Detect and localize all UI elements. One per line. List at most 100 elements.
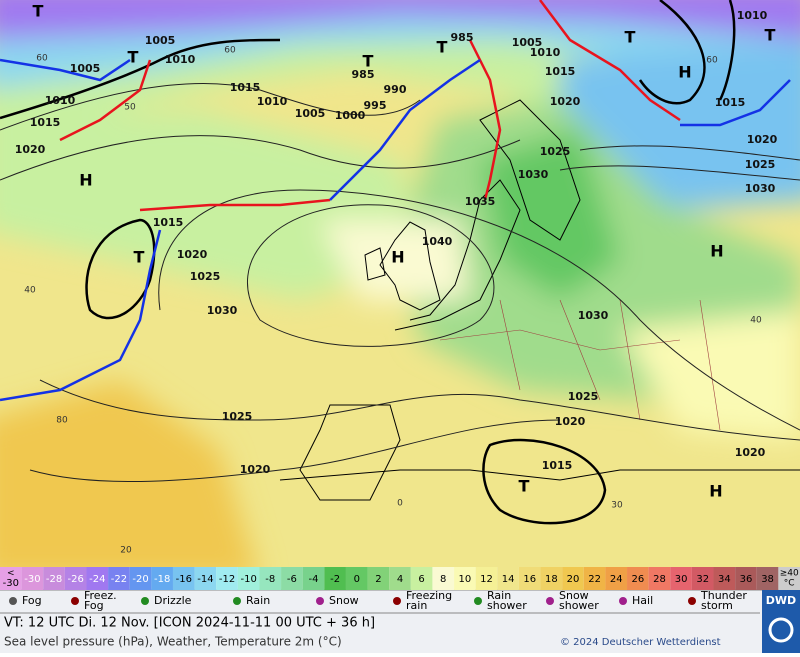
pressure-center: H — [79, 171, 92, 190]
scale-cell — [281, 567, 303, 590]
pressure-label: 1020 — [747, 133, 778, 146]
scale-label: -10 — [240, 574, 256, 585]
graticule-label: 40 — [750, 316, 762, 326]
legend-icon — [474, 597, 482, 605]
scale-cell — [756, 567, 779, 590]
description: Sea level pressure (hPa), Weather, Tempe… — [4, 635, 342, 649]
scale-label: -26 — [68, 574, 84, 585]
pressure-center: T — [519, 477, 530, 496]
scale-label: 18 — [545, 574, 558, 585]
pressure-label: 985 — [451, 31, 474, 44]
pressure-label: 1025 — [190, 270, 221, 283]
scale-label: 24 — [610, 574, 623, 585]
pressure-center: T — [363, 52, 374, 71]
pressure-center: T — [765, 26, 776, 45]
legend-label: Freez. Fog — [84, 589, 117, 612]
scale-cell — [21, 567, 44, 590]
pressure-label: 985 — [352, 68, 375, 81]
graticule-label: 60 — [706, 56, 718, 66]
graticule-label: 30 — [611, 501, 623, 511]
pressure-label: 1005 — [512, 36, 543, 49]
pressure-label: 1020 — [15, 143, 46, 156]
pressure-label: 1015 — [715, 96, 746, 109]
scale-label: 28 — [653, 574, 666, 585]
scale-cell — [735, 567, 757, 590]
scale-cell — [562, 567, 584, 590]
scale-cell — [454, 567, 476, 590]
scale-cell — [605, 567, 628, 590]
scale-cell — [108, 567, 130, 590]
scale-label: < — [7, 569, 15, 579]
logo: DWD — [766, 594, 796, 607]
scale-label: 6 — [418, 574, 424, 585]
scale-cell — [194, 567, 217, 590]
graticule-label: 40 — [24, 286, 36, 296]
scale-label: 14 — [502, 574, 515, 585]
scale-label: 22 — [588, 574, 601, 585]
pressure-center: H — [710, 242, 723, 261]
pressure-label: 990 — [384, 83, 407, 96]
pressure-label: 1005 — [70, 62, 101, 75]
graticule-label: 0 — [397, 499, 403, 509]
scale-label: -16 — [176, 574, 192, 585]
pressure-label: 1020 — [555, 415, 586, 428]
legend-label: Freezing rain — [406, 589, 452, 612]
pressure-label: 1010 — [737, 9, 768, 22]
scale-cell — [172, 567, 195, 590]
pressure-label: 1015 — [153, 216, 184, 229]
legend-icon — [71, 597, 79, 605]
pressure-center: T — [625, 28, 636, 47]
pressure-label: 1020 — [177, 248, 208, 261]
pressure-label: 1015 — [230, 81, 261, 94]
scale-label: 16 — [523, 574, 536, 585]
scale-label: 32 — [696, 574, 709, 585]
pressure-label: 1030 — [578, 309, 609, 322]
scale-label: -22 — [111, 574, 127, 585]
pressure-center: T — [437, 38, 448, 57]
scale-cell — [540, 567, 563, 590]
pressure-label: 1030 — [207, 304, 238, 317]
scale-cell — [778, 567, 800, 590]
pressure-label: 1000 — [335, 109, 366, 122]
legend-icon — [546, 597, 554, 605]
scale-cell — [475, 567, 498, 590]
scale-cell — [0, 567, 22, 590]
pressure-center: T — [33, 2, 44, 21]
scale-cell — [345, 567, 368, 590]
scale-label: 38 — [761, 574, 774, 585]
scale-cell — [627, 567, 649, 590]
scale-label: ≥40 — [780, 569, 799, 579]
pressure-center: H — [391, 248, 404, 267]
pressure-label: 1010 — [45, 94, 76, 107]
scale-label: 8 — [440, 574, 446, 585]
legend-label: Snow shower — [559, 589, 599, 612]
logo-swirl — [768, 617, 794, 643]
scale-label: 26 — [631, 574, 644, 585]
legend-icon — [393, 597, 401, 605]
pressure-label: 1020 — [550, 95, 581, 108]
valid-time: VT: 12 UTC Di. 12 Nov. [ICON 2024-11-11 … — [4, 616, 375, 631]
scale-label: -30 — [3, 578, 19, 589]
pressure-center: H — [678, 63, 691, 82]
scale-unit: °C — [784, 579, 795, 589]
scale-label: -6 — [287, 574, 297, 585]
pressure-label: 1010 — [257, 95, 288, 108]
scale-label: 2 — [375, 574, 381, 585]
graticule-label: 80 — [56, 416, 68, 426]
scale-cell — [237, 567, 260, 590]
pressure-label: 1030 — [745, 182, 776, 195]
scale-label: 4 — [397, 574, 403, 585]
scale-label: -24 — [89, 574, 105, 585]
scale-cell — [129, 567, 152, 590]
legend-label: Rain shower — [487, 589, 527, 612]
scale-cell — [691, 567, 714, 590]
scale-cell — [518, 567, 541, 590]
scale-cell — [497, 567, 519, 590]
scale-cell — [648, 567, 671, 590]
scale-cell — [324, 567, 346, 590]
legend-icon — [9, 597, 17, 605]
scale-cell — [670, 567, 692, 590]
legend-label: Snow — [329, 594, 359, 607]
pressure-label: 1010 — [165, 53, 196, 66]
legend-icon — [619, 597, 627, 605]
